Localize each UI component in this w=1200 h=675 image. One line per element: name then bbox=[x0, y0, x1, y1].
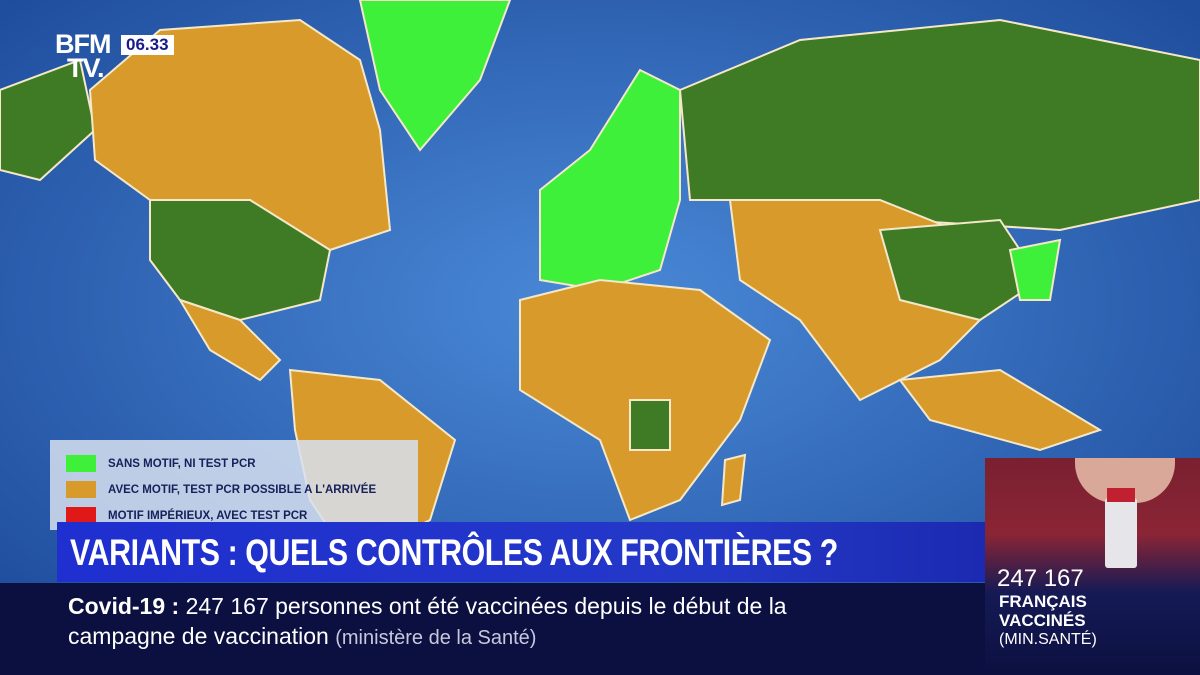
ticker-text: campagne de vaccination bbox=[68, 623, 329, 649]
legend-label: AVEC MOTIF, TEST PCR POSSIBLE A L'ARRIVÉ… bbox=[108, 483, 377, 496]
usa bbox=[149, 199, 332, 322]
side-line1: FRANÇAIS bbox=[999, 592, 1087, 611]
headline-banner: VARIANTS : QUELS CONTRÔLES AUX FRONTIÈRE… bbox=[57, 522, 987, 582]
vaccine-vial-image bbox=[1105, 498, 1137, 568]
ticker-text: 247 167 personnes ont été vaccinées depu… bbox=[185, 593, 787, 619]
side-number: 247 167 bbox=[997, 565, 1084, 592]
legend-label: MOTIF IMPÉRIEUX, AVEC TEST PCR bbox=[108, 509, 308, 522]
china bbox=[878, 218, 1042, 322]
ticker-topic: Covid-19 bbox=[68, 593, 166, 619]
central-america bbox=[177, 298, 282, 382]
europe bbox=[539, 68, 681, 292]
japan bbox=[1008, 238, 1062, 301]
bfmtv-logo: BFM TV. bbox=[55, 29, 111, 83]
headline-text: VARIANTS : QUELS CONTRÔLES AUX FRONTIÈRE… bbox=[70, 532, 838, 573]
canada bbox=[88, 18, 392, 252]
side-panel: 247 167 FRANÇAIS VACCINÉS (MIN.SANTÉ) bbox=[985, 458, 1200, 675]
central-africa bbox=[629, 399, 671, 451]
vial-cap bbox=[1107, 488, 1135, 502]
news-ticker: Covid-19 : 247 167 personnes ont été vac… bbox=[0, 583, 985, 675]
logo-line1: BFM bbox=[55, 29, 111, 59]
alaska bbox=[0, 58, 97, 182]
legend-swatch-red bbox=[66, 507, 96, 524]
ticker-separator: : bbox=[171, 593, 180, 619]
map-legend: SANS MOTIF, NI TEST PCR AVEC MOTIF, TEST… bbox=[50, 440, 418, 530]
logo-line2: TV. bbox=[67, 53, 105, 83]
side-line3: (MIN.SANTÉ) bbox=[999, 631, 1097, 648]
southeast-asia bbox=[898, 368, 1103, 452]
ticker-line1: Covid-19 : 247 167 personnes ont été vac… bbox=[68, 593, 787, 620]
ticker-source: (ministère de la Santé) bbox=[335, 627, 537, 649]
ticker-line2: campagne de vaccination (ministère de la… bbox=[68, 623, 536, 650]
legend-item: MOTIF IMPÉRIEUX, AVEC TEST PCR bbox=[66, 507, 307, 524]
side-line2: VACCINÉS bbox=[999, 611, 1086, 630]
legend-swatch-green bbox=[66, 455, 96, 472]
legend-label: SANS MOTIF, NI TEST PCR bbox=[108, 457, 256, 470]
madagascar bbox=[720, 453, 747, 507]
legend-swatch-orange bbox=[66, 481, 96, 498]
legend-item: SANS MOTIF, NI TEST PCR bbox=[66, 455, 256, 472]
legend-item: AVEC MOTIF, TEST PCR POSSIBLE A L'ARRIVÉ… bbox=[66, 481, 376, 498]
clock: 06.33 bbox=[121, 35, 174, 55]
greenland bbox=[358, 0, 512, 152]
